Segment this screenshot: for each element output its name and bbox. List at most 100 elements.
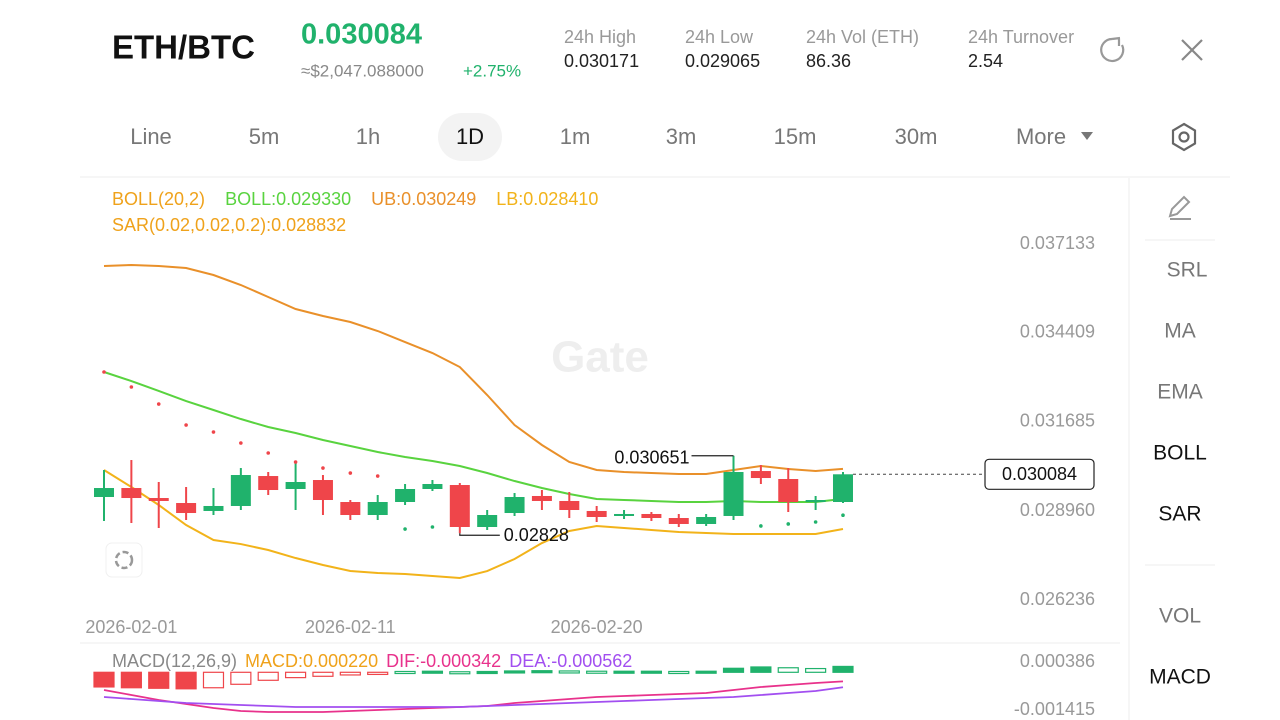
candle-body bbox=[832, 474, 853, 502]
macd-bar bbox=[421, 670, 444, 674]
sar-dot bbox=[293, 460, 298, 464]
sar-dot bbox=[239, 441, 243, 445]
indicator-button[interactable]: SRL bbox=[1167, 259, 1208, 282]
edit-icon[interactable] bbox=[1168, 195, 1191, 220]
indicator-button[interactable]: MACD bbox=[1149, 666, 1211, 689]
candle-body bbox=[367, 502, 388, 516]
sar-dot bbox=[375, 474, 380, 478]
x-tick-label: 2026-02-01 bbox=[85, 617, 177, 637]
candle-body bbox=[94, 488, 114, 498]
sar-dot bbox=[403, 527, 407, 531]
macd-bar bbox=[367, 671, 389, 676]
candle-body bbox=[778, 479, 799, 502]
tab[interactable]: 3m bbox=[666, 124, 697, 149]
macd-bar bbox=[476, 670, 498, 675]
macd-bar bbox=[531, 670, 553, 674]
candle-body bbox=[312, 480, 333, 501]
refresh-icon[interactable] bbox=[1100, 36, 1125, 63]
last-price: 0.030084 bbox=[301, 19, 422, 51]
sar-dot bbox=[786, 522, 791, 526]
tab[interactable]: More bbox=[1016, 124, 1066, 149]
tab[interactable]: 30m bbox=[895, 124, 938, 149]
y-tick-label: -0.001415 bbox=[1014, 699, 1095, 719]
macd-bar bbox=[120, 671, 142, 689]
tab[interactable]: 1D bbox=[456, 124, 484, 149]
candle-body bbox=[614, 513, 635, 516]
sidebar bbox=[1128, 178, 1215, 720]
low-label: 0.02828 bbox=[504, 525, 569, 545]
macd-bar bbox=[93, 671, 115, 688]
dropdown-arrow bbox=[1081, 132, 1093, 140]
indicator-legend: DIF:-0.000342 bbox=[386, 651, 501, 671]
indicator-button[interactable]: SAR bbox=[1158, 503, 1201, 526]
tab[interactable]: 15m bbox=[774, 124, 817, 149]
sar-dot bbox=[348, 471, 353, 475]
stat-value: 2.54 bbox=[968, 51, 1003, 71]
indicator-button[interactable]: VOL bbox=[1159, 605, 1201, 628]
candle-body bbox=[696, 516, 717, 524]
candle-body bbox=[668, 518, 689, 524]
indicator-legend: BOLL(20,2) bbox=[112, 189, 205, 209]
tab[interactable]: 5m bbox=[249, 124, 280, 149]
stat-value: 0.030171 bbox=[564, 51, 639, 71]
candle-body bbox=[285, 482, 306, 489]
stat-label: 24h Low bbox=[685, 27, 754, 47]
candle-body bbox=[750, 471, 771, 479]
sar-dot bbox=[759, 524, 763, 528]
x-tick-label: 2026-02-11 bbox=[305, 617, 396, 637]
sar-dot bbox=[211, 430, 216, 434]
sar-dot bbox=[841, 513, 845, 517]
tab-highlight bbox=[438, 113, 502, 161]
macd-bar bbox=[230, 671, 252, 685]
indicator-button[interactable]: EMA bbox=[1157, 381, 1203, 404]
candle-body bbox=[203, 505, 224, 511]
boll-line bbox=[103, 264, 844, 476]
macd-bar bbox=[750, 666, 772, 673]
stat: 24h Vol (ETH) 86.36 bbox=[806, 27, 919, 71]
sar-dot bbox=[156, 402, 161, 406]
candle-body bbox=[258, 476, 279, 491]
cursor-icon[interactable] bbox=[105, 542, 143, 578]
tab[interactable]: 1m bbox=[560, 124, 591, 149]
candle-body bbox=[230, 475, 251, 506]
last-price-box bbox=[984, 458, 1095, 490]
close-icon[interactable] bbox=[1181, 39, 1203, 61]
macd-line bbox=[103, 686, 844, 708]
candle-body bbox=[422, 483, 443, 489]
sar-dot bbox=[813, 520, 818, 524]
macd-bar bbox=[695, 670, 717, 674]
indicator-button[interactable]: MA bbox=[1164, 320, 1196, 343]
candle-body bbox=[477, 515, 498, 527]
tab[interactable]: 1h bbox=[356, 124, 380, 149]
plot-area bbox=[93, 264, 854, 713]
candle-body bbox=[449, 485, 470, 527]
y-tick-label: 0.028960 bbox=[1020, 500, 1095, 520]
macd-bar bbox=[558, 670, 580, 674]
candle-body bbox=[504, 497, 525, 514]
macd-bar bbox=[394, 670, 416, 675]
stat: 24h High 0.030171 bbox=[564, 27, 639, 71]
sar-dot bbox=[430, 525, 435, 529]
macd-bar bbox=[777, 667, 799, 673]
macd-bar bbox=[586, 670, 608, 674]
candle-body bbox=[805, 500, 826, 503]
macd-bar bbox=[640, 670, 663, 674]
indicator-legend: MACD:0.000220 bbox=[245, 651, 378, 671]
stat-value: 0.029065 bbox=[685, 51, 760, 71]
tab[interactable]: Line bbox=[130, 124, 172, 149]
stat-label: 24h High bbox=[564, 27, 636, 47]
indicator-button[interactable]: BOLL bbox=[1153, 442, 1207, 465]
sar-dot bbox=[321, 466, 325, 470]
macd-bar bbox=[613, 670, 635, 674]
sar-dot bbox=[184, 423, 188, 427]
settings-icon[interactable] bbox=[1171, 122, 1197, 152]
stat-label: 24h Turnover bbox=[968, 27, 1074, 47]
macd-bar bbox=[722, 667, 745, 673]
boll-line bbox=[103, 469, 844, 580]
candle-body bbox=[586, 510, 607, 517]
sar-dot bbox=[102, 370, 106, 374]
indicator-legend: DEA:-0.000562 bbox=[509, 651, 632, 671]
macd-bar bbox=[339, 671, 361, 676]
